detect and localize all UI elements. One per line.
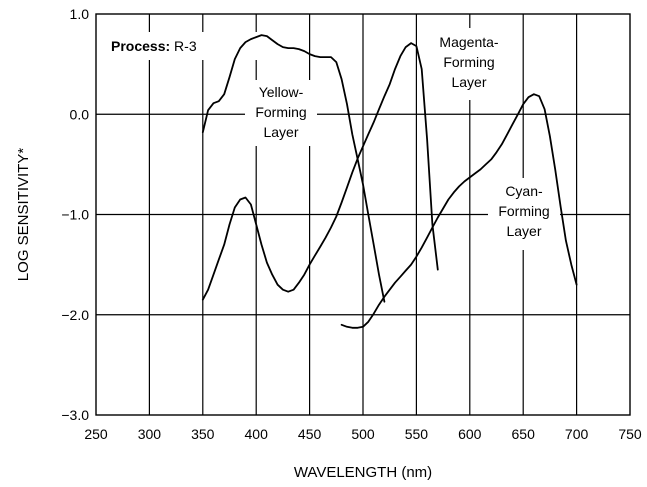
magenta-label-mask [424,28,514,100]
x-tick-label: 600 [458,426,482,442]
y-tick-label: −1.0 [61,207,89,223]
magenta-layer-label: Forming [443,54,494,70]
x-tick-label: 650 [512,426,536,442]
x-tick-label: 450 [298,426,322,442]
x-tick-label: 500 [351,426,375,442]
magenta-layer-label: Magenta- [439,34,498,50]
x-tick-label: 400 [245,426,269,442]
magenta-layer-label: Layer [451,74,486,90]
yellow-layer-label: Forming [255,104,306,120]
y-tick-label: −2.0 [61,307,89,323]
process-annotation: Process: R-3 [111,38,197,54]
x-tick-label: 300 [138,426,162,442]
x-tick-label: 250 [84,426,108,442]
y-tick-label: −3.0 [61,407,89,423]
magenta-forming-curve [201,42,439,301]
yellow-layer-label: Layer [263,124,298,140]
cyan-layer-label: Cyan- [505,183,543,199]
x-tick-label: 750 [618,426,642,442]
process-value: R-3 [174,38,197,54]
y-tick-label: 0.0 [70,106,90,122]
process-key: Process: [111,38,174,54]
cyan-label-mask [488,178,560,250]
y-axis-title: LOG SENSITIVITY* [15,148,32,282]
x-axis-title: WAVELENGTH (nm) [294,464,432,481]
x-tick-label: 350 [191,426,215,442]
plot-frame [95,13,631,416]
y-tick-label: 1.0 [70,6,90,22]
cyan-forming-curve [340,93,578,329]
cyan-layer-label: Layer [506,223,541,239]
yellow-label-mask [245,80,317,146]
x-tick-label: 700 [565,426,589,442]
cyan-layer-label: Forming [498,203,549,219]
x-tick-label: 550 [405,426,429,442]
yellow-layer-label: Yellow- [259,84,304,100]
yellow-forming-curve [201,34,386,303]
